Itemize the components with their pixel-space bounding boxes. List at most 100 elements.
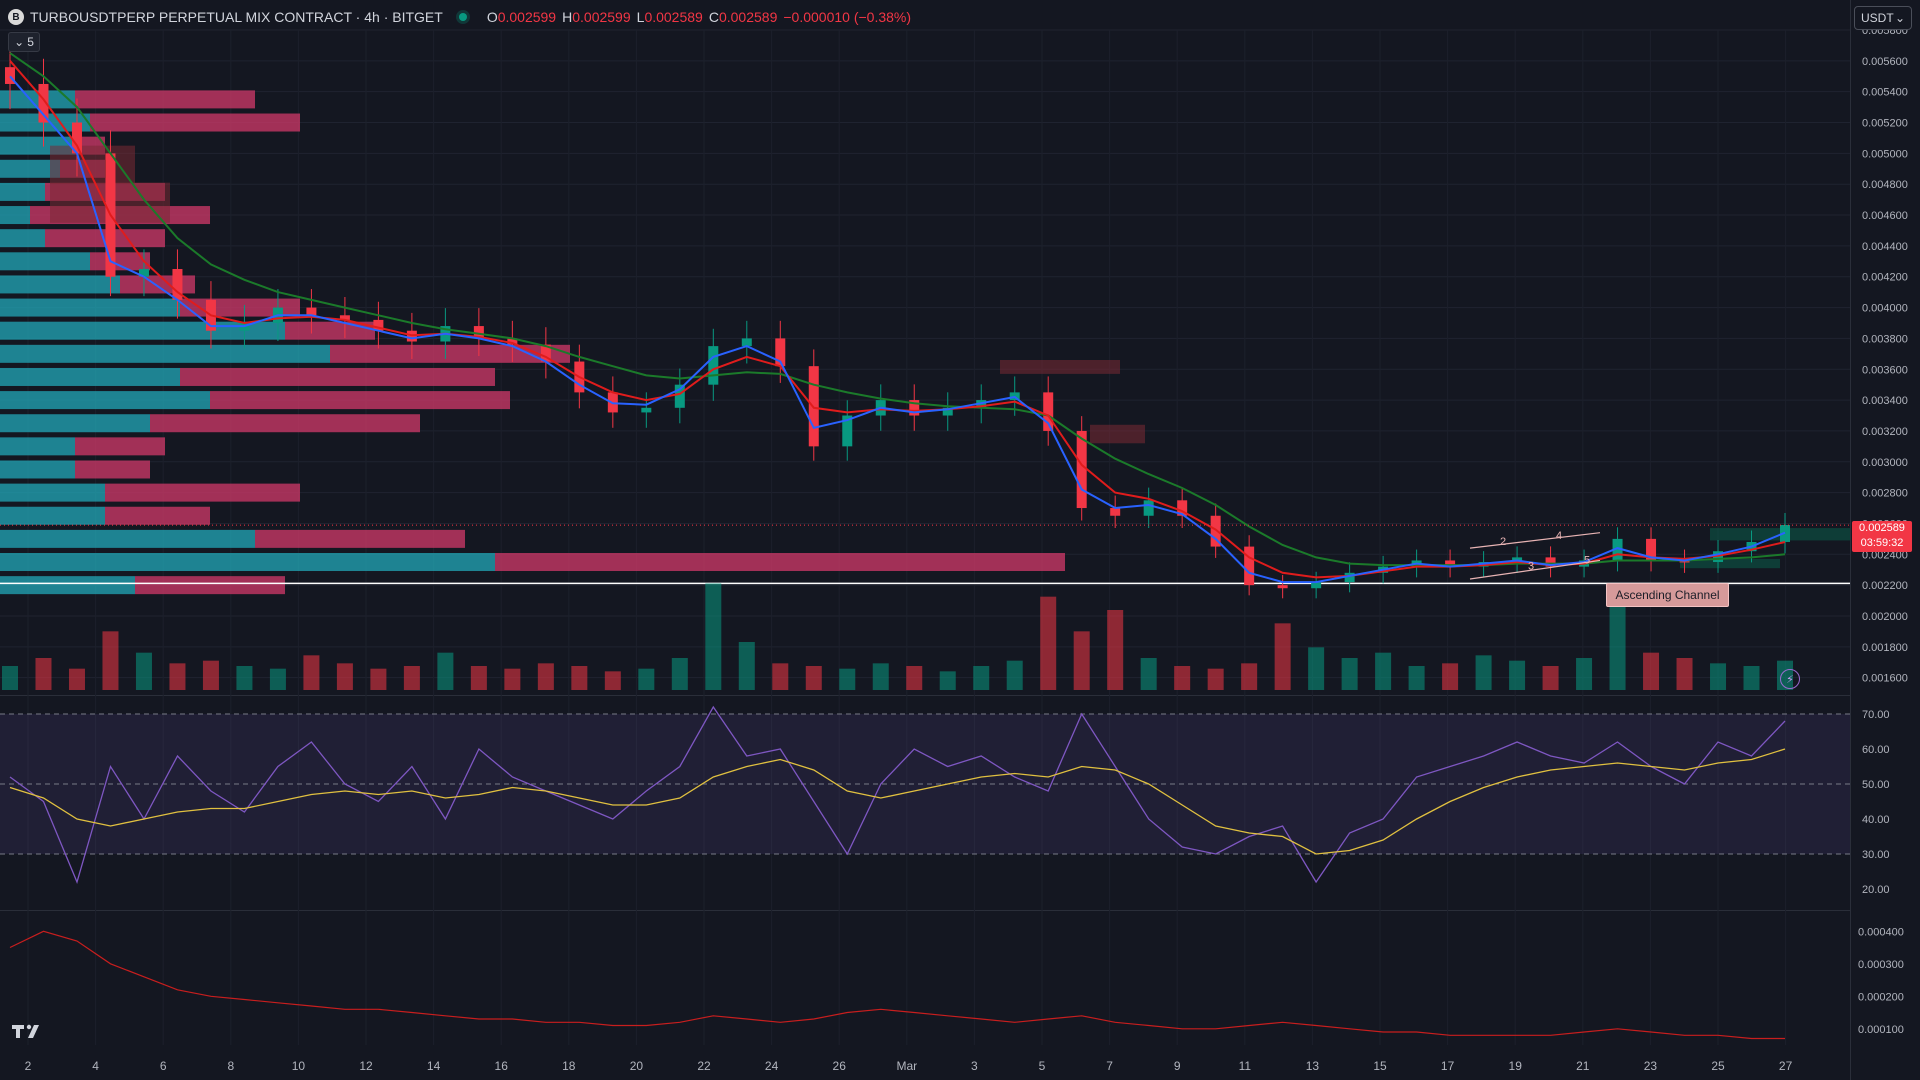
ohlc-high-value: 0.002599 [572, 9, 631, 25]
bar-countdown: 03:59:32 [1860, 537, 1904, 549]
volume-profile-up-bar [0, 229, 45, 248]
volume-profile-up-bar [0, 529, 255, 548]
candle-body [1344, 572, 1355, 583]
volume-bar [1475, 655, 1492, 690]
price-tick-label: 0.001800 [1862, 642, 1908, 654]
volume-bar [1107, 610, 1124, 690]
volume-bar [1040, 596, 1057, 690]
rsi-tick-label: 70.00 [1862, 709, 1890, 721]
candle-body [641, 407, 652, 413]
chevron-down-icon: ⌄ [1894, 11, 1905, 25]
indicators-toggle-button[interactable]: ⌄ 5 [8, 32, 40, 52]
candle-body [1210, 515, 1221, 547]
volume-profile-down-bar [120, 275, 195, 294]
volume-bar [336, 663, 353, 690]
volume-profile-down-bar [285, 321, 375, 340]
time-tick-label: 10 [292, 1059, 306, 1073]
pane-separator [0, 910, 1850, 911]
lower-tick-label: 0.000200 [1858, 991, 1904, 1003]
volume-bar [1006, 660, 1023, 690]
rsi-tick-label: 20.00 [1862, 884, 1890, 896]
order-block-zone [1000, 360, 1120, 374]
channel-upper-line [1469, 532, 1601, 549]
market-status-icon[interactable] [458, 13, 467, 21]
rsi-ma-line [9, 748, 1786, 855]
symbol-title[interactable]: TURBOUSDTPERP PERPETUAL MIX CONTRACT · 4… [30, 9, 443, 25]
price-tick-label: 0.002400 [1862, 549, 1908, 561]
last-price-value: 0.002589 [1859, 522, 1905, 534]
rsi-tick-label: 50.00 [1862, 779, 1890, 791]
price-tick-label: 0.004200 [1862, 272, 1908, 284]
candle-body [1646, 538, 1657, 561]
volume-profile-up-bar [0, 367, 180, 386]
volume-bar [906, 666, 923, 690]
volume-bar [68, 668, 85, 690]
time-tick-label: 5 [1039, 1059, 1046, 1073]
volume-profile-down-bar [210, 391, 510, 410]
volume-profile-up-bar [0, 483, 105, 502]
volume-profile-down-bar [90, 113, 300, 132]
ohlc-close-value: 0.002589 [718, 9, 778, 25]
volume-bar [805, 666, 822, 690]
volume-bar [1174, 666, 1191, 690]
price-tick-label: 0.005600 [1862, 56, 1908, 68]
volume-bar [1542, 666, 1559, 690]
volume-bar [1207, 668, 1224, 690]
lightning-icon[interactable]: ⚡ [1780, 669, 1800, 689]
candle-body [775, 338, 786, 367]
time-tick-label: 4 [92, 1059, 99, 1073]
rsi-tick-label: 40.00 [1862, 814, 1890, 826]
volume-profile-up-bar [0, 391, 210, 410]
time-tick-label: 17 [1441, 1059, 1455, 1073]
volume-bar [1643, 652, 1660, 690]
volume-bar [1710, 663, 1727, 690]
price-tick-label: 0.004400 [1862, 241, 1908, 253]
candle-body [842, 415, 853, 447]
volume-bar [1576, 658, 1593, 690]
candle-body [71, 122, 82, 154]
time-tick-label: 23 [1644, 1059, 1658, 1073]
volume-bar [437, 652, 454, 690]
volume-bar [303, 655, 320, 690]
volume-bar [1341, 658, 1358, 690]
candle-body [339, 315, 350, 320]
time-tick-label: 12 [359, 1059, 373, 1073]
candle-body [1244, 546, 1255, 586]
candle-body [674, 384, 685, 408]
ohlc-low-value: 0.002589 [644, 9, 703, 25]
volume-profile-down-bar [75, 437, 165, 456]
candle-body [1143, 500, 1154, 516]
volume-bar [102, 631, 119, 690]
candle-body [1612, 538, 1623, 561]
price-tick-label: 0.005000 [1862, 148, 1908, 160]
volume-bar [1375, 652, 1392, 690]
candle-body [5, 67, 15, 84]
lower-indicator-line [9, 930, 1785, 1040]
volume-bar [403, 666, 420, 690]
price-tick-label: 0.005200 [1862, 118, 1908, 130]
currency-selector[interactable]: USDT ⌄ [1854, 6, 1912, 30]
volume-profile-up-bar [0, 553, 495, 572]
volume-bar [1442, 663, 1459, 690]
channel-point-label: 3 [1528, 561, 1534, 573]
candle-body [38, 83, 49, 123]
price-tick-label: 0.004000 [1862, 303, 1908, 315]
chart-legend: B TURBOUSDTPERP PERPETUAL MIX CONTRACT ·… [8, 6, 911, 28]
order-block-zone [1680, 558, 1780, 569]
candle-body [306, 307, 317, 316]
time-tick-label: 25 [1711, 1059, 1725, 1073]
candle-body [1110, 508, 1121, 516]
tradingview-logo-icon[interactable] [10, 1022, 44, 1040]
price-tick-label: 0.002000 [1862, 611, 1908, 623]
candle-body [1043, 392, 1054, 431]
volume-profile-down-bar [105, 506, 210, 525]
volume-profile-up-bar [0, 206, 30, 225]
volume-profile-down-bar [45, 229, 165, 248]
volume-bar [2, 666, 18, 690]
volume-bar [939, 671, 956, 690]
volume-bar [571, 666, 588, 690]
volume-bar [772, 663, 789, 690]
rsi-tick-label: 30.00 [1862, 849, 1890, 861]
ascending-channel-label[interactable]: Ascending Channel [1606, 583, 1729, 607]
